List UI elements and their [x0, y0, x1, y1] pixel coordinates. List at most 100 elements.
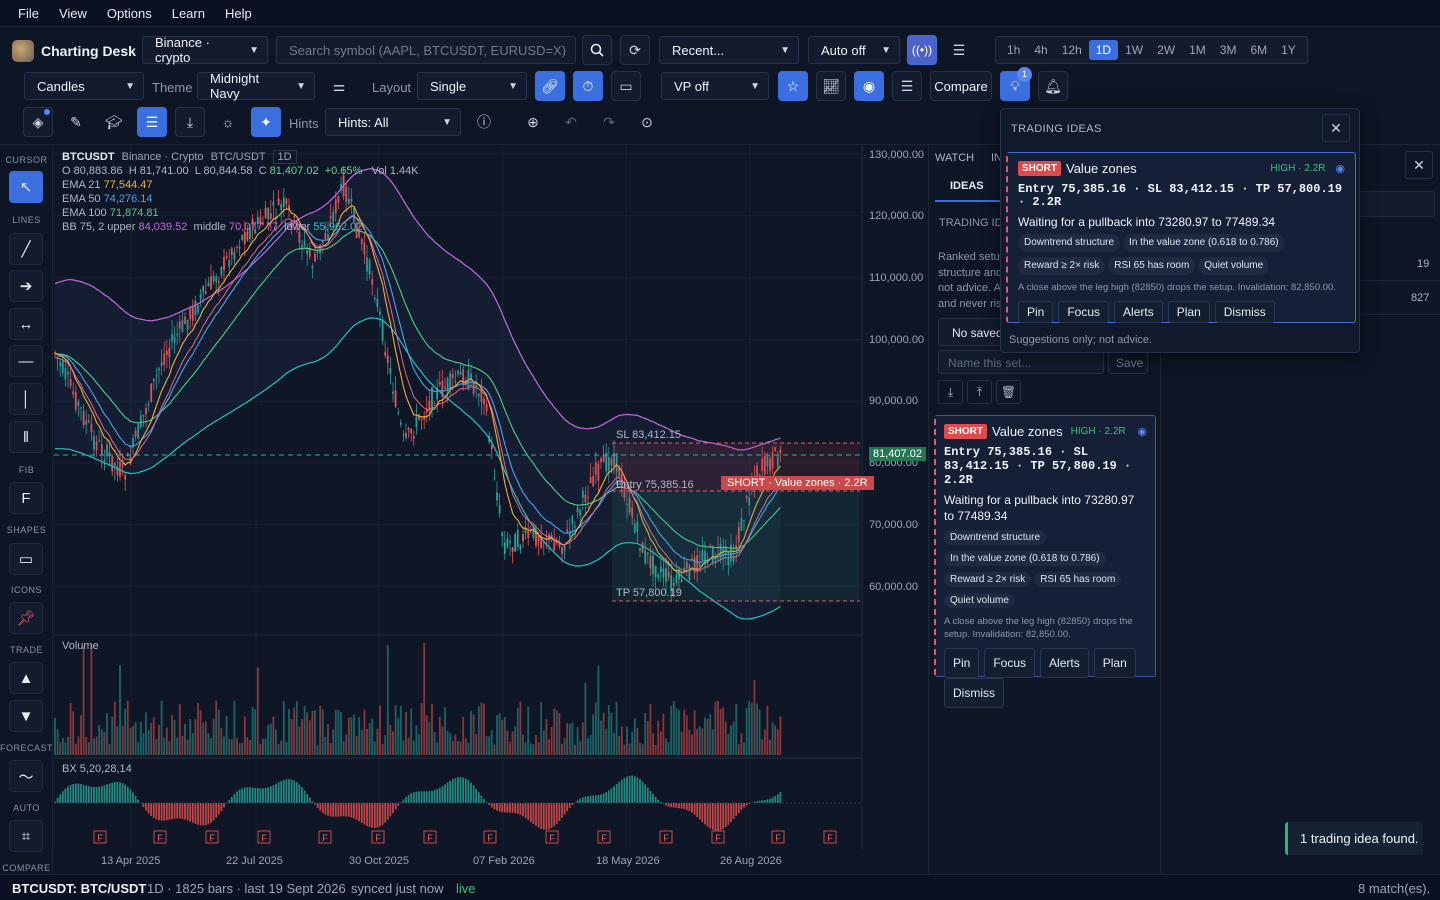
popup-idea-card[interactable]: SHORT Value zones HIGH · 2.2R ◉ Entry 75…: [1006, 152, 1356, 323]
tab-in[interactable]: IN: [991, 152, 1002, 164]
save-button[interactable]: Save: [1108, 350, 1148, 374]
focus-button[interactable]: Focus: [984, 648, 1036, 678]
trend-line-tool[interactable]: ╱: [9, 233, 43, 265]
tab-watch[interactable]: WATCH: [935, 152, 975, 164]
ray-tool[interactable]: ➔: [9, 270, 43, 302]
dismiss-button[interactable]: Dismiss: [944, 678, 1004, 708]
strategy-button[interactable]: ☰: [892, 71, 922, 101]
pin-button[interactable]: Pin: [944, 648, 980, 678]
menu-file[interactable]: File: [18, 5, 39, 21]
redo-button[interactable]: ↷: [594, 107, 624, 137]
undo-button[interactable]: ↶: [556, 107, 586, 137]
vertical-line-tool[interactable]: │: [9, 383, 43, 415]
parallel-channel-tool[interactable]: ‖: [9, 421, 43, 453]
auto-crop-tool[interactable]: ⌗: [9, 820, 43, 852]
magic-button[interactable]: ✦: [251, 107, 281, 137]
exchange-select[interactable]: Binance · crypto ▼: [142, 35, 268, 65]
indicators-button[interactable]: 📈︎: [816, 71, 846, 101]
set-name-input[interactable]: Name this set...: [938, 350, 1104, 374]
extended-line-tool[interactable]: ↔: [9, 308, 43, 340]
refresh-button[interactable]: ⟳: [620, 35, 650, 65]
live-stream-button[interactable]: ((•)): [907, 35, 937, 65]
fib-tool[interactable]: F: [9, 482, 43, 514]
tf-3m[interactable]: 3M: [1219, 43, 1237, 57]
add-list-button[interactable]: ☰: [944, 35, 974, 65]
tf-1y[interactable]: 1Y: [1281, 43, 1296, 57]
vp-select[interactable]: VP off ▼: [661, 72, 769, 100]
tf-1d[interactable]: 1D: [1088, 40, 1119, 60]
long-position-tool[interactable]: ▲: [9, 662, 43, 694]
tf-2w[interactable]: 2W: [1157, 43, 1176, 57]
timer-button[interactable]: ⏱︎: [573, 71, 603, 101]
candle-body: [566, 529, 569, 533]
setup-tag[interactable]: SHORT · Value zones · 2.2R: [721, 476, 874, 490]
download-set-button[interactable]: ⤓: [938, 380, 963, 404]
layout-select[interactable]: Single ▼: [417, 72, 527, 100]
download-button[interactable]: ⤓: [175, 107, 205, 137]
dismiss-button[interactable]: Dismiss: [1214, 301, 1275, 323]
plan-button[interactable]: Plan: [1093, 648, 1136, 678]
upload-set-button[interactable]: ⤒: [967, 380, 992, 404]
alerts-button[interactable]: 🔔︎: [1038, 71, 1068, 101]
visibility-button[interactable]: ◉: [854, 71, 884, 101]
candle-body: [561, 547, 563, 554]
menu-help[interactable]: Help: [224, 5, 252, 21]
tab-ideas[interactable]: IDEAS: [950, 180, 984, 192]
cursor-tool[interactable]: ↖: [9, 171, 43, 203]
display-button[interactable]: ▭: [611, 71, 641, 101]
alerts-action-button[interactable]: Alerts: [1040, 648, 1089, 678]
pin-tool[interactable]: 📌︎: [9, 602, 43, 634]
rectangle-tool[interactable]: ▭: [9, 543, 43, 575]
popup-close-button[interactable]: ✕: [1322, 114, 1350, 142]
link-button[interactable]: 🔗︎: [535, 71, 565, 101]
favorite-button[interactable]: ☆: [778, 71, 808, 101]
volume-bar: [225, 715, 228, 755]
tf-12h[interactable]: 12h: [1061, 43, 1082, 57]
plan-button[interactable]: Plan: [1167, 301, 1210, 323]
tf-1m[interactable]: 1M: [1189, 43, 1206, 57]
symbol-search-input[interactable]: Search symbol (AAPL, BTCUSDT, EURUSD=X): [276, 36, 576, 64]
hints-select[interactable]: Hints: All ▼: [325, 108, 461, 136]
candle-body: [423, 416, 426, 420]
menu-options[interactable]: Options: [106, 5, 152, 21]
crosshair-button[interactable]: ⊕: [518, 107, 548, 137]
tf-6m[interactable]: 6M: [1250, 43, 1268, 57]
tf-1w[interactable]: 1W: [1125, 43, 1144, 57]
menu-view[interactable]: View: [58, 5, 87, 21]
auto-select[interactable]: Auto off ▼: [808, 36, 900, 64]
idea-radio-icon[interactable]: ◉: [1335, 163, 1345, 175]
menu-learn[interactable]: Learn: [171, 5, 205, 21]
trading-ideas-popup: TRADING IDEAS ✕ SHORT Value zones HIGH ·…: [1000, 108, 1360, 353]
right-close-button[interactable]: ✕: [1405, 151, 1433, 179]
chart-area[interactable]: F F F F F F F F F F F F F F BTCUSDT Binance · Crypto …: [54, 145, 928, 866]
recent-select[interactable]: Recent... ▼: [659, 36, 799, 64]
chart-type-select[interactable]: Candles ▼: [24, 72, 144, 100]
price-axis[interactable]: 130,000.00 120,000.00 110,000.00 100,000…: [862, 145, 928, 635]
tf-4h[interactable]: 4h: [1034, 43, 1048, 57]
list-view-button[interactable]: ☰: [137, 107, 167, 137]
idea-card[interactable]: SHORT Value zones HIGH · 2.2R ◉ Entry 75…: [934, 415, 1156, 708]
idea-radio-icon[interactable]: ◉: [1137, 426, 1147, 438]
tf-1h[interactable]: 1h: [1007, 43, 1021, 57]
alerts-action-button[interactable]: Alerts: [1114, 301, 1163, 323]
search-button[interactable]: [582, 35, 612, 65]
candle-body: [241, 235, 244, 241]
learn-button[interactable]: 🎓︎: [99, 107, 129, 137]
theme-select[interactable]: Midnight Navy ▼: [197, 71, 315, 101]
short-position-tool[interactable]: ▼: [9, 700, 43, 732]
horizontal-line-tool[interactable]: —: [9, 345, 43, 377]
delete-set-button[interactable]: 🗑︎: [996, 380, 1021, 404]
edit-button[interactable]: ✎: [61, 107, 91, 137]
brightness-button[interactable]: ☼: [213, 107, 243, 137]
volume-bar: [626, 726, 628, 755]
compare-button[interactable]: Compare: [930, 71, 992, 101]
toast-notification[interactable]: 1 trading idea found.: [1285, 822, 1423, 855]
help-button[interactable]: ⓘ: [469, 107, 499, 137]
pin-button[interactable]: Pin: [1018, 301, 1054, 323]
focus-button[interactable]: Focus: [1058, 301, 1110, 323]
settings-sliders-button[interactable]: ⚌: [324, 71, 354, 101]
forecast-tool[interactable]: 〜: [9, 760, 43, 792]
replay-button[interactable]: ⊙: [632, 107, 662, 137]
volume-bar: [217, 709, 220, 755]
